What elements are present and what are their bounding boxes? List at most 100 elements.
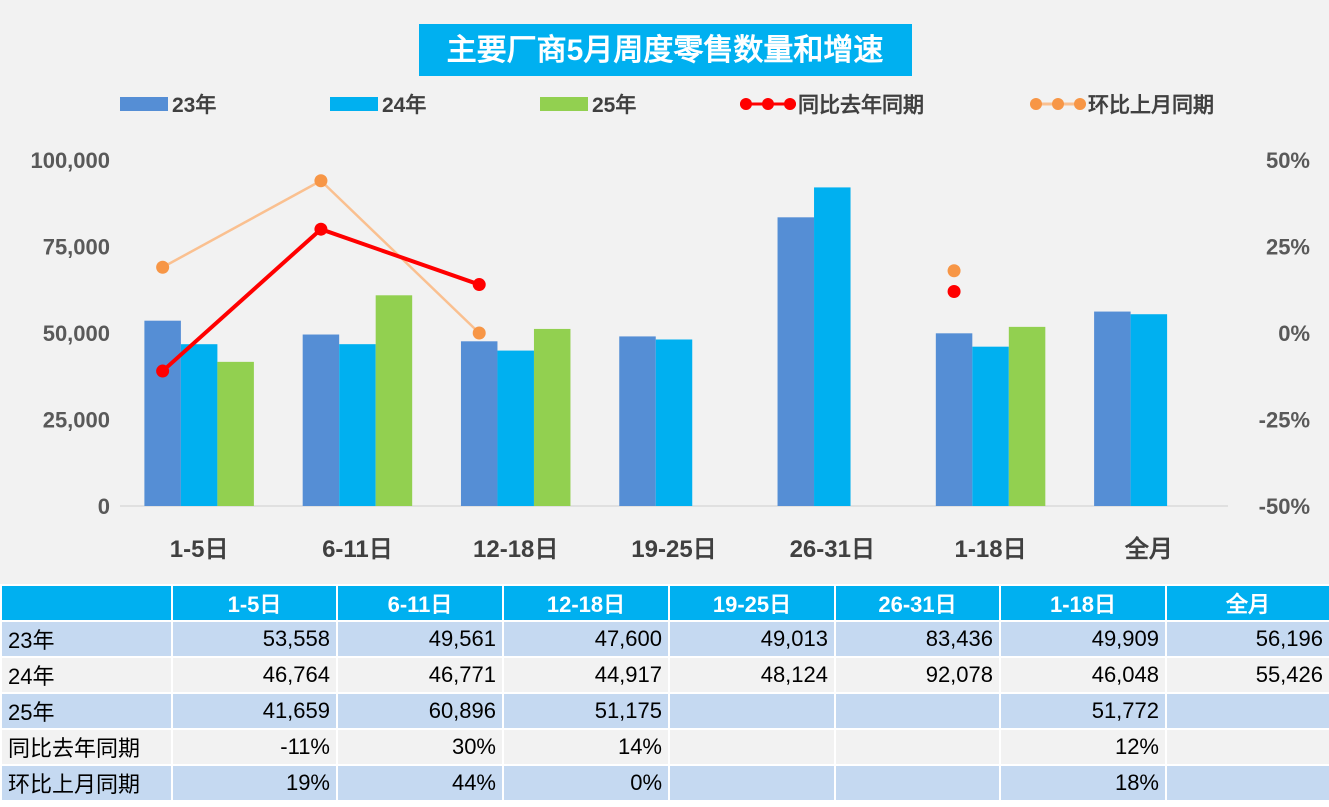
x-tick-label: 1-5日 [170,536,229,563]
y-left-tick-label: 0 [98,494,110,519]
y-right-tick-label: -50% [1259,494,1310,519]
table-cell [834,764,1001,802]
table-cell: -11% [171,728,338,766]
table-cell [668,728,836,766]
x-tick-label: 6-11日 [322,536,393,563]
data-point [314,222,328,236]
y-left-tick-label: 100,000 [30,148,110,173]
table-header-cell: 1-5日 [171,584,338,622]
table-cell: 51,175 [502,692,670,730]
table-cell: 53,558 [171,620,338,658]
legend-swatch-marker [784,98,796,110]
table-header-cell: 26-31日 [834,584,1001,622]
table-cell: 60,896 [336,692,504,730]
bar [1094,311,1131,506]
bar [1130,314,1168,506]
legend-swatch-marker [740,98,752,110]
data-point [472,278,486,292]
legend-swatch [120,97,168,111]
table-cell: 46,764 [171,656,338,694]
table-cell: 48,124 [668,656,836,694]
legend-swatch [540,97,588,111]
table-cell: 55,426 [1165,656,1329,694]
table-cell: 49,013 [668,620,836,658]
legend-swatch-marker [1074,98,1086,110]
bar [217,361,254,506]
table-cell: 47,600 [502,620,670,658]
bar [144,320,181,506]
table-header-cell: 6-11日 [336,584,504,622]
x-tick-label: 19-25日 [631,536,716,563]
bar [497,350,534,506]
table-cell: 92,078 [834,656,1001,694]
table-cell: 14% [502,728,670,766]
title-background [419,24,912,76]
data-point [472,326,486,340]
table-cell: 46,048 [999,656,1167,694]
y-right-tick-label: 0% [1278,321,1310,346]
bars [144,187,1168,506]
table-cell [834,728,1001,766]
table-cell: 19% [171,764,338,802]
bar [302,334,340,506]
bar [814,187,851,506]
table-cell: 30% [336,728,504,766]
series-line-segment [161,227,323,373]
x-tick-label: 1-18日 [955,536,1027,563]
x-tick-label: 26-31日 [790,536,875,563]
legend-swatch-marker [762,98,774,110]
data-point [314,174,328,188]
y-right-tick-label: -25% [1259,408,1310,433]
chart-area: 主要厂商5月周度零售数量和增速 23年 24年 25年 同比去年同期 环比上月同期 0 2… [0,0,1329,584]
bar [777,217,815,506]
table-cell: 12% [999,728,1167,766]
y-left-tick-label: 50,000 [43,321,110,346]
table-cell: 51,772 [999,692,1167,730]
data-point [156,260,170,274]
bar [533,328,571,506]
legend: 23年 24年 25年 同比去年同期 环比上月同期 [120,93,1214,117]
y-left-tick-label: 75,000 [43,235,110,260]
table-row: 25年 41,659 60,896 51,175 51,772 [0,692,1329,730]
legend-swatch-marker [1030,98,1042,110]
table-cell [1165,764,1329,802]
table-row: 24年 46,764 46,771 44,917 48,124 92,078 4… [0,656,1329,694]
row-label: 同比去年同期 [0,728,173,766]
bar [655,339,693,506]
table-cell [668,692,836,730]
table-cell: 44,917 [502,656,670,694]
series-line-segment [162,179,322,269]
chart-svg: 主要厂商5月周度零售数量和增速 23年 24年 25年 同比去年同期 环比上月同期 0 2… [30,24,1310,563]
table-row: 23年 53,558 49,561 47,600 49,013 83,436 4… [0,620,1329,658]
y-right-tick-label: 50% [1266,148,1310,173]
table-cell: 56,196 [1165,620,1329,658]
row-label: 24年 [0,656,173,694]
bar [972,346,1009,506]
data-table: 1-5日 6-11日 12-18日 19-25日 26-31日 1-18日 全月… [0,584,1329,802]
table-header-cell: 1-18日 [999,584,1167,622]
table-cell: 18% [999,764,1167,802]
bar [375,295,413,506]
table-header-cell: 全月 [1165,584,1329,622]
table-cell [1165,692,1329,730]
data-point [156,364,170,378]
chart-title: 主要厂商5月周度零售数量和增速 [447,34,884,67]
bar [935,333,973,506]
legend-label: 25年 [592,93,636,117]
bar [1008,326,1046,506]
x-tick-label: 全月 [1124,535,1173,563]
legend-label: 同比去年同期 [798,93,924,117]
table-header-cell: 12-18日 [502,584,670,622]
table-header-cell [0,584,173,622]
y-right-tick-label: 25% [1266,235,1310,260]
legend-label: 环比上月同期 [1088,94,1214,117]
series-line-segment [320,227,480,287]
x-tick-label: 12-18日 [473,536,558,563]
legend-swatch [330,97,378,111]
table-header-cell: 19-25日 [668,584,836,622]
table-cell [668,764,836,802]
data-point [947,284,961,298]
table-cell [834,692,1001,730]
table-cell: 46,771 [336,656,504,694]
y-left-tick-label: 25,000 [43,408,110,433]
